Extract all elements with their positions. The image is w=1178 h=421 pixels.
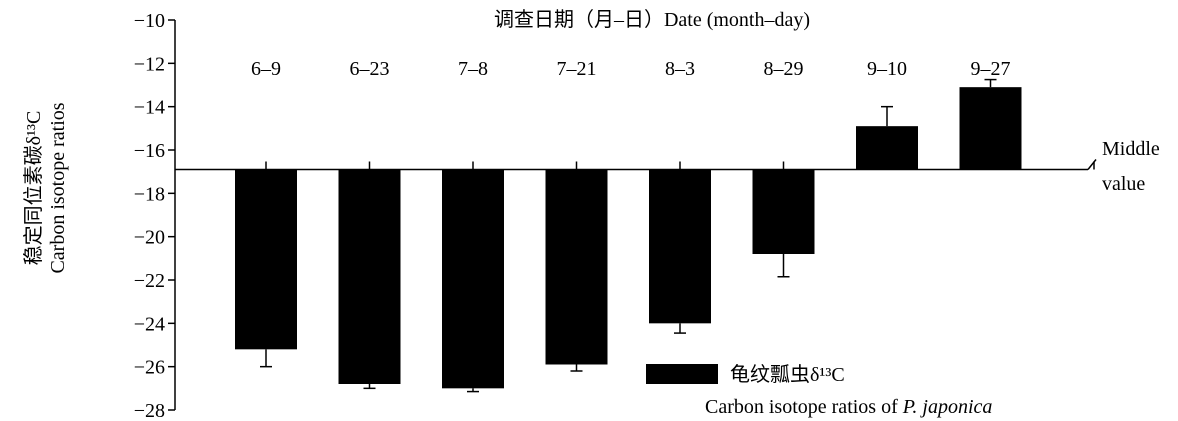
- legend-label-en-species: P. japonica: [902, 396, 993, 418]
- y-axis-title-cn: 稳定同位素碳δ¹³C: [22, 111, 45, 266]
- category-label: 9–27: [971, 58, 1011, 80]
- baseline-label-middle: Middle: [1102, 138, 1160, 160]
- bar: [649, 169, 711, 324]
- y-tick-label: −28: [134, 400, 165, 421]
- legend-label-en: Carbon isotope ratios of P. japonica: [705, 396, 992, 418]
- baseline-end-slash: [1087, 159, 1097, 170]
- baseline-label-value: value: [1102, 173, 1145, 195]
- legend-label-en-prefix: Carbon isotope ratios of: [705, 396, 903, 418]
- bar: [338, 169, 401, 384]
- bar: [545, 169, 608, 365]
- y-tick-label: −26: [134, 357, 165, 379]
- y-axis: −10 −12 −14 −16 −18 −20 −22 −24 −26 −28: [134, 10, 176, 421]
- legend: 龟纹瓢虫δ¹³C Carbon isotope ratios of P. jap…: [646, 363, 992, 418]
- y-axis-title-en: Carbon isotope ratios: [47, 102, 69, 273]
- bars: [235, 78, 1022, 393]
- category-label: 8–29: [764, 58, 804, 80]
- bar: [959, 87, 1022, 170]
- y-tick-label: −24: [134, 313, 165, 335]
- baseline-axis: [175, 159, 1097, 171]
- y-tick-label: −16: [134, 140, 165, 162]
- y-tick-label: −22: [134, 270, 165, 292]
- bar: [442, 169, 504, 389]
- y-tick-label: −10: [134, 10, 165, 32]
- category-label: 6–23: [350, 58, 390, 80]
- category-label: 7–21: [557, 58, 597, 80]
- category-label: 8–3: [665, 58, 695, 80]
- bar: [752, 169, 815, 254]
- y-axis-title: 稳定同位素碳δ¹³C Carbon isotope ratios: [22, 102, 69, 273]
- y-tick-label: −18: [134, 183, 165, 205]
- y-tick-label: −14: [134, 97, 165, 119]
- category-label: 7–8: [458, 58, 488, 80]
- bar: [856, 126, 918, 170]
- category-label: 6–9: [251, 58, 281, 80]
- y-tick-label: −12: [134, 53, 165, 75]
- bar: [235, 169, 297, 350]
- legend-label-cn: 龟纹瓢虫δ¹³C: [730, 363, 845, 386]
- category-label: 9–10: [867, 58, 907, 80]
- legend-swatch: [646, 364, 718, 384]
- y-tick-label: −20: [134, 227, 165, 249]
- category-labels: 6–9 6–23 7–8 7–21 8–3 8–29 9–10 9–27: [251, 58, 1011, 80]
- chart-title: 调查日期（月–日）Date (month–day): [494, 8, 810, 31]
